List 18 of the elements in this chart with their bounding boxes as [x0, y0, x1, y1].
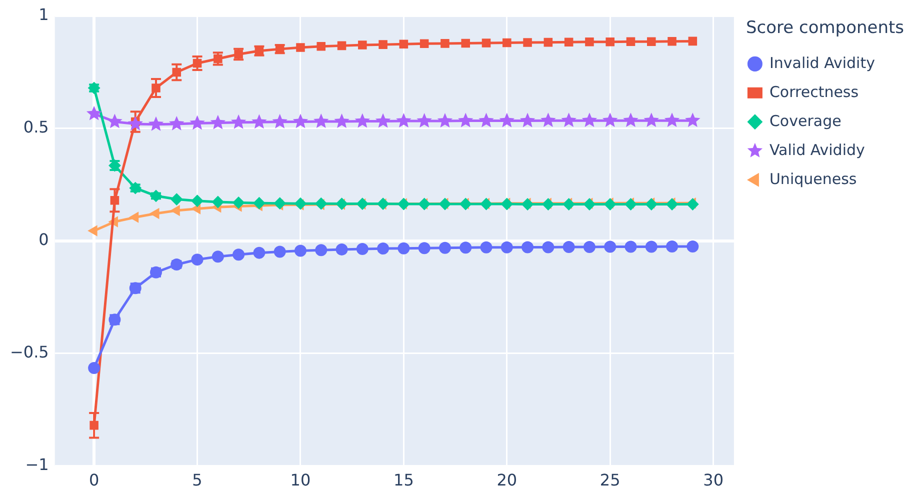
x-tick-label: 10 — [290, 470, 311, 490]
legend-label: Valid Avididy — [769, 140, 866, 159]
x-tick-label: 15 — [394, 470, 414, 490]
legend-label: Uniqueness — [769, 170, 857, 188]
x-tick-label: 5 — [192, 470, 202, 490]
x-tick-label: 0 — [88, 470, 100, 490]
legend-label: Correctness — [769, 82, 859, 101]
y-tick-label: 0 — [38, 230, 49, 250]
legend-title: Score components — [746, 18, 904, 38]
y-tick-label: 0.5 — [23, 118, 49, 137]
y-tick-label: −1 — [25, 454, 49, 474]
y-tick-label: 1 — [38, 5, 49, 24]
x-tick-label: 25 — [600, 470, 620, 490]
x-tick-label: 30 — [703, 470, 724, 490]
y-tick-label: −0.5 — [10, 342, 49, 362]
x-tick-label: 20 — [496, 470, 518, 490]
legend-label: Invalid Avidity — [769, 54, 876, 72]
legend-label: Coverage — [769, 112, 842, 130]
